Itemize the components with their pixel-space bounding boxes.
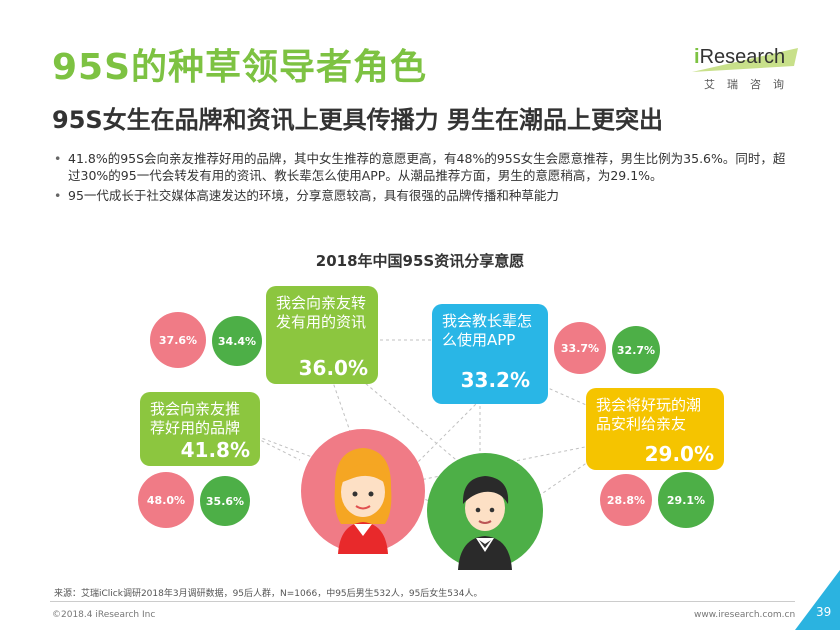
bullet-list: 41.8%的95S会向亲友推荐好用的品牌，其中女生推荐的意愿更高，有48%的95…: [54, 150, 794, 207]
female-value-share-trendy: 28.8%: [600, 474, 652, 526]
male-value-teach-app: 32.7%: [612, 326, 660, 374]
female-value-forward-news: 37.6%: [150, 312, 206, 368]
bullet-item: 95一代成长于社交媒体高速发达的环境，分享意愿较高，具有很强的品牌传播和种草能力: [54, 187, 794, 204]
male-value-share-trendy: 29.1%: [658, 472, 714, 528]
category-value: 33.2%: [460, 368, 530, 392]
category-value: 36.0%: [298, 356, 368, 380]
logo-swoosh-icon: [692, 48, 798, 72]
category-box-recommend-brand: 我会向亲友推荐好用的品牌 41.8%: [140, 392, 260, 466]
bullet-item: 41.8%的95S会向亲友推荐好用的品牌，其中女生推荐的意愿更高，有48%的95…: [54, 150, 794, 184]
logo-name: Research: [699, 46, 786, 68]
category-label: 我会将好玩的潮品安利给亲友: [596, 396, 702, 433]
footer-divider: [50, 601, 795, 602]
male-avatar-icon: [427, 453, 543, 570]
category-label: 我会向亲友推荐好用的品牌: [150, 400, 241, 437]
category-label: 我会向亲友转发有用的资讯: [276, 294, 367, 331]
category-value: 29.0%: [644, 442, 714, 466]
female-value-recommend-brand: 48.0%: [138, 472, 194, 528]
female-avatar-icon: [301, 429, 425, 554]
category-box-share-trendy: 我会将好玩的潮品安利给亲友 29.0%: [586, 388, 724, 470]
category-label: 我会教长辈怎么使用APP: [442, 312, 533, 349]
footer-copyright: ©2018.4 iResearch Inc: [52, 610, 156, 620]
category-box-forward-news: 我会向亲友转发有用的资讯 36.0%: [266, 286, 378, 384]
female-value-teach-app: 33.7%: [554, 322, 606, 374]
male-value-recommend-brand: 35.6%: [200, 476, 250, 526]
page-number: 39: [816, 605, 832, 619]
logo-subtitle: 艾瑞咨询: [704, 78, 796, 91]
page-corner-decoration: [795, 570, 840, 630]
chart-title: 2018年中国95S资讯分享意愿: [315, 252, 525, 270]
page-title: 95S的种草领导者角色: [52, 47, 428, 88]
category-box-teach-app: 我会教长辈怎么使用APP 33.2%: [432, 304, 548, 404]
page-subtitle: 95S女生在品牌和资讯上更具传播力 男生在潮品上更突出: [52, 106, 664, 134]
iresearch-logo: iResearch 艾瑞咨询: [690, 46, 800, 96]
logo-text: iResearch: [694, 46, 785, 69]
footer-source: 来源：艾瑞iClick调研2018年3月调研数据，95后人群，N=1066，中9…: [54, 589, 483, 599]
logo-prefix: i: [694, 46, 700, 68]
male-value-forward-news: 34.4%: [212, 316, 262, 366]
category-value: 41.8%: [180, 438, 250, 462]
footer-website[interactable]: www.iresearch.com.cn: [694, 610, 796, 620]
